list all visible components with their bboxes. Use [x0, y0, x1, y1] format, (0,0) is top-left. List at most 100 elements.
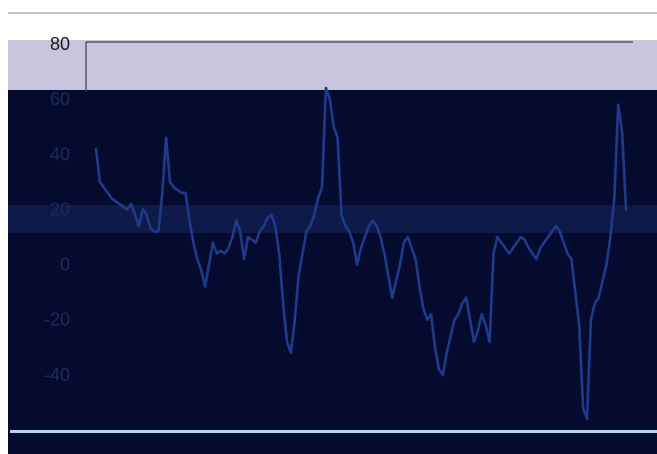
- data-point: [422, 307, 425, 310]
- data-point: [363, 235, 367, 239]
- data-point: [262, 224, 265, 228]
- data-point: [145, 213, 148, 217]
- data-point: [316, 197, 320, 200]
- data-point: [578, 324, 581, 327]
- data-point: [597, 296, 600, 299]
- data-point: [593, 302, 596, 305]
- data-point: [106, 191, 109, 195]
- data-point: [309, 224, 312, 228]
- data-point: [270, 213, 273, 217]
- data-point: [429, 313, 433, 316]
- data-point: [394, 279, 398, 283]
- top-lavender-band: [8, 40, 657, 92]
- data-point: [496, 235, 499, 239]
- data-point: [215, 252, 218, 255]
- data-point: [239, 230, 242, 233]
- data-point: [609, 235, 612, 239]
- data-point: [519, 235, 522, 239]
- bottom-light-stripe: [10, 430, 657, 433]
- data-point: [336, 136, 339, 139]
- data-point: [223, 252, 226, 255]
- data-point: [289, 351, 293, 354]
- data-point: [176, 188, 179, 192]
- data-point: [153, 230, 156, 233]
- data-point: [285, 340, 289, 343]
- data-point: [398, 263, 402, 266]
- data-point: [118, 202, 121, 206]
- data-point: [340, 213, 343, 217]
- data-point: [180, 191, 183, 195]
- data-point: [137, 224, 141, 228]
- data-point: [297, 274, 300, 277]
- data-point: [562, 241, 565, 244]
- data-point: [484, 324, 487, 327]
- y-tick-label: 0: [60, 255, 70, 275]
- data-point: [352, 241, 355, 244]
- data-point: [110, 197, 113, 200]
- data-point: [344, 224, 347, 228]
- data-point: [126, 208, 129, 211]
- data-point: [589, 318, 593, 321]
- data-point: [546, 235, 550, 239]
- y-tick-label: -20: [44, 310, 70, 330]
- data-point: [301, 252, 304, 255]
- y-tick-label: 40: [50, 144, 70, 164]
- data-point: [281, 302, 285, 305]
- data-point: [278, 252, 281, 255]
- data-point: [102, 186, 106, 189]
- data-point: [305, 230, 308, 233]
- data-point: [414, 257, 417, 261]
- data-point: [426, 318, 429, 321]
- y-axis-tick-labels: 80 60 40 20 0 -20 -40: [44, 34, 70, 385]
- data-point: [161, 191, 164, 195]
- data-point: [324, 86, 328, 90]
- data-point: [410, 246, 413, 250]
- data-point: [387, 274, 390, 277]
- data-point: [468, 318, 472, 321]
- data-point: [613, 197, 616, 200]
- series-layer: [94, 86, 628, 421]
- data-point: [383, 252, 386, 255]
- data-point: [570, 257, 573, 261]
- data-point: [348, 230, 351, 233]
- data-point: [211, 241, 215, 244]
- y-tick-label: 60: [50, 89, 70, 109]
- data-point: [480, 313, 483, 316]
- data-point: [488, 340, 491, 343]
- y-tick-label: 20: [50, 199, 70, 219]
- data-point: [500, 241, 503, 244]
- data-point: [437, 368, 441, 371]
- data-point: [441, 373, 444, 377]
- data-point: [566, 252, 569, 255]
- data-point: [164, 136, 168, 139]
- data-point: [433, 346, 437, 349]
- data-point: [149, 227, 152, 230]
- data-point: [313, 213, 316, 217]
- data-point: [246, 235, 250, 239]
- data-point: [375, 224, 378, 228]
- data-point: [227, 246, 230, 250]
- data-point: [141, 208, 144, 211]
- data-point: [601, 279, 604, 283]
- data-point: [461, 302, 464, 305]
- data-point: [554, 224, 558, 228]
- data-point: [507, 252, 511, 255]
- data-point: [219, 249, 222, 252]
- data-point: [254, 241, 257, 244]
- data-point: [274, 224, 277, 228]
- data-point: [242, 257, 246, 261]
- data-point: [465, 296, 468, 299]
- data-point: [523, 238, 526, 241]
- data-point: [617, 103, 620, 106]
- data-point: [379, 235, 382, 239]
- data-point: [266, 216, 269, 219]
- data-point: [258, 230, 261, 233]
- data-point: [558, 230, 561, 233]
- dark-overlay: [8, 90, 657, 454]
- data-point: [157, 230, 160, 233]
- data-point: [406, 235, 409, 239]
- data-point: [511, 246, 515, 250]
- data-point: [453, 318, 456, 321]
